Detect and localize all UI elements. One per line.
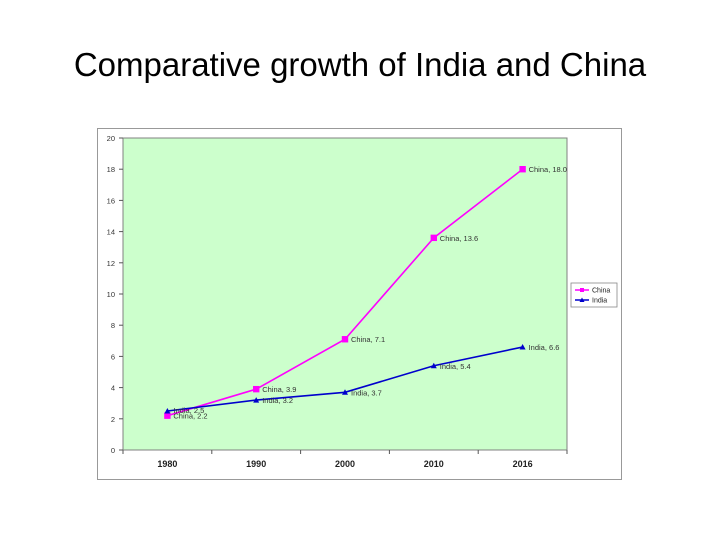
y-tick-label: 16 [107,196,115,205]
legend-label: India [592,298,607,305]
x-tick-label: 2000 [335,459,355,469]
data-label: India, 5.4 [440,362,471,371]
y-tick-label: 18 [107,165,115,174]
x-tick-label: 2016 [513,459,533,469]
x-tick-label: 2010 [424,459,444,469]
data-label: China, 2.2 [173,412,207,421]
data-point [341,336,349,343]
slide-title: Comparative growth of India and China [73,46,647,83]
data-label: China, 7.1 [351,335,385,344]
data-point [519,166,526,173]
y-tick-label: 12 [107,259,115,268]
data-point [253,385,260,393]
data-point [164,408,171,414]
legend-swatch-marker [579,297,585,302]
data-point [342,389,348,395]
legend-label: China [592,288,610,295]
x-tick-label: 1990 [246,459,266,469]
data-label: China, 18.0 [529,165,567,174]
y-tick-label: 2 [111,415,115,424]
data-label: China, 13.6 [440,234,478,243]
data-label: India, 3.2 [262,396,293,405]
y-tick-label: 20 [107,134,115,143]
y-tick-label: 8 [111,321,115,330]
y-tick-label: 0 [111,446,115,455]
data-point [164,412,171,419]
data-point [430,234,437,242]
y-tick-label: 6 [111,352,115,361]
line-chart: 0 2 4 6 8 10 12 14 16 18 20 1980 1990 2000 2010 2016 Chi… [97,128,622,480]
data-label: China, 3.9 [262,385,296,394]
data-point [430,362,437,369]
data-label: India, 3.7 [351,388,382,397]
plot-area [122,137,568,451]
data-label: India, 6.6 [529,343,560,352]
data-label: India, 2.5 [173,406,204,415]
legend-box [570,282,618,308]
y-tick-label: 14 [107,228,115,237]
legend-swatch-marker [580,288,584,292]
data-point [519,344,526,350]
y-tick-label: 10 [107,290,115,299]
data-point [253,397,260,403]
y-tick-label: 4 [111,384,115,393]
x-tick-label: 1980 [157,459,177,469]
chart: 0 2 4 6 8 10 12 14 16 18 20 1980 1990 2000 2010 2016 Chi… [97,128,622,485]
